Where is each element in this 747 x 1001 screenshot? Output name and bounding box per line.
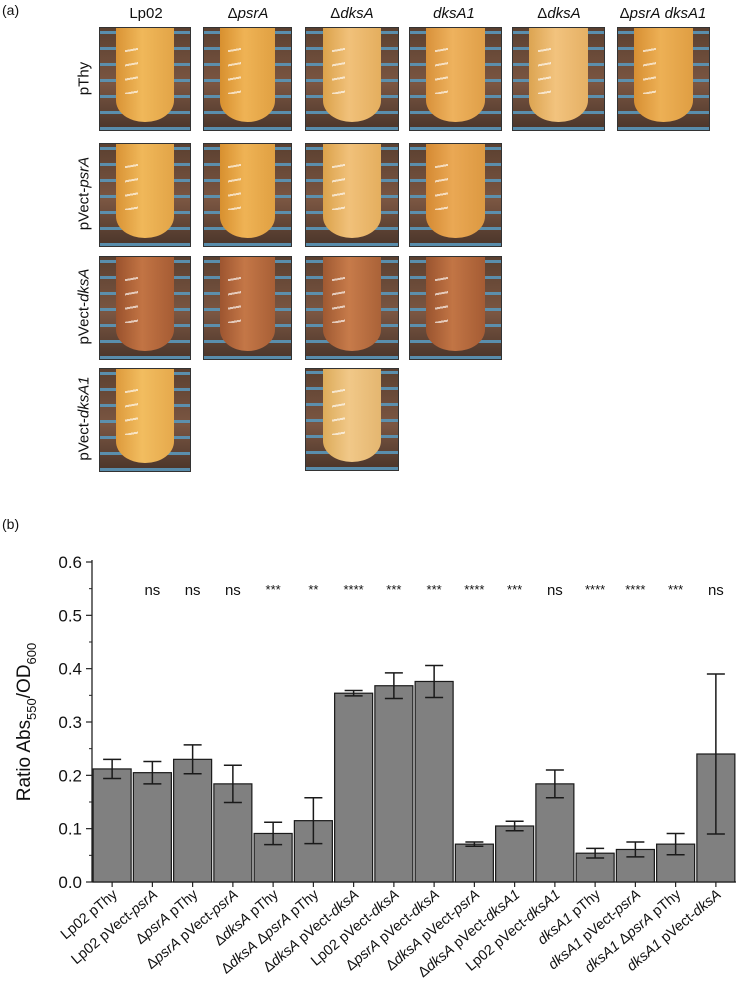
significance-label: ns xyxy=(708,582,724,599)
significance-label: *** xyxy=(386,582,401,597)
y-tick-label: 0.6 xyxy=(58,553,82,572)
y-tick-label: 0.1 xyxy=(58,820,82,839)
significance-label: **** xyxy=(464,582,484,597)
tube-photo-psra-pvect-dksa xyxy=(203,256,292,360)
significance-label: **** xyxy=(625,582,645,597)
significance-label: **** xyxy=(344,582,364,597)
significance-label: *** xyxy=(507,582,522,597)
tube-photo-psra-dksa1-pthy xyxy=(617,27,710,131)
tube-photo-lp02-pvect-dksa xyxy=(99,256,191,360)
significance-label: **** xyxy=(585,582,605,597)
y-tick-label: 0.4 xyxy=(58,660,82,679)
column-label-dksa-deletion: ΔdksA xyxy=(330,5,374,22)
tube-photo-dksa1-pvect-psra xyxy=(409,143,502,247)
bar xyxy=(535,783,575,883)
bar xyxy=(92,768,132,883)
significance-label: ns xyxy=(185,582,201,599)
column-label-psra-dksa1: ΔpsrA dksA1 xyxy=(619,5,707,22)
significance-label: ** xyxy=(308,582,318,597)
tube-photo-dksa-pvect-dksa1 xyxy=(305,368,399,471)
column-label-dksa-deletion-2: ΔdksA xyxy=(537,5,581,22)
significance-label: *** xyxy=(266,582,281,597)
bar xyxy=(173,758,213,883)
column-label-dksa1: dksA1 xyxy=(433,5,475,22)
column-label-lp02: Lp02 xyxy=(129,5,163,22)
y-tick-label: 0.3 xyxy=(58,713,82,732)
tube-photo-dksa-pthy-2 xyxy=(512,27,605,131)
tube-photo-lp02-pthy xyxy=(99,27,191,131)
tube-photo-dksa-pthy xyxy=(305,27,399,131)
tube-photo-dksa-pvect-dksa xyxy=(305,256,399,360)
tube-photo-dksa1-pvect-dksa xyxy=(409,256,502,360)
column-label-psra-deletion: ΔpsrA xyxy=(227,5,269,22)
bar xyxy=(374,685,414,883)
significance-label: *** xyxy=(427,582,442,597)
bar xyxy=(495,825,535,883)
significance-label: ns xyxy=(144,582,160,599)
bar xyxy=(334,692,374,883)
panel-a-label: (a) xyxy=(2,2,20,18)
tube-photo-lp02-pvect-dksa1 xyxy=(99,368,191,472)
bar xyxy=(414,680,454,883)
tube-photo-psra-pthy xyxy=(203,27,292,131)
tube-photo-dksa-pvect-psra xyxy=(305,143,399,247)
significance-label: ns xyxy=(225,582,241,599)
significance-label: ns xyxy=(547,582,563,599)
y-tick-label: 0.0 xyxy=(58,873,82,892)
tube-photo-lp02-pvect-psra xyxy=(99,143,191,247)
significance-label: *** xyxy=(668,582,683,597)
y-tick-label: 0.2 xyxy=(58,766,82,785)
tube-photo-psra-pvect-psra xyxy=(203,143,292,247)
y-tick-label: 0.5 xyxy=(58,606,82,625)
bar xyxy=(132,772,172,883)
bar xyxy=(454,843,494,883)
tube-photo-dksa1-pthy xyxy=(409,27,502,131)
panel-b-label: (b) xyxy=(2,516,20,532)
y-axis-label: Ratio Abs550/OD600 xyxy=(14,643,39,802)
